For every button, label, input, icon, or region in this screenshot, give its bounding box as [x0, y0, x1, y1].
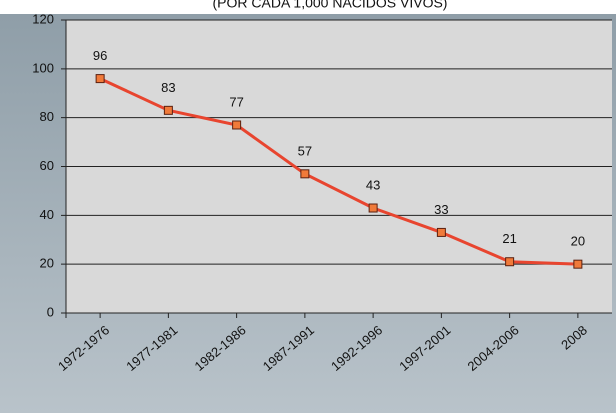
data-label: 77 [229, 94, 243, 109]
y-tick-label: 60 [40, 158, 54, 173]
marker [232, 120, 242, 130]
data-label: 21 [502, 231, 516, 246]
y-tick-label: 0 [47, 304, 54, 319]
data-label: 57 [298, 143, 312, 158]
y-tick-label: 20 [40, 256, 54, 271]
y-tick-label: 80 [40, 109, 54, 124]
marker [95, 74, 105, 84]
line [99, 77, 578, 266]
data-label: 33 [434, 202, 448, 217]
data-label: 20 [571, 234, 585, 249]
data-label: 43 [366, 177, 380, 192]
marker [368, 203, 378, 213]
marker [436, 227, 446, 237]
data-label: 83 [161, 80, 175, 95]
marker [505, 257, 515, 267]
marker [300, 169, 310, 179]
marker [163, 105, 173, 115]
y-tick-label: 120 [32, 11, 54, 26]
data-label: 96 [93, 48, 107, 63]
y-tick-label: 40 [40, 207, 54, 222]
marker [573, 259, 583, 269]
chart-title: (POR CADA 1,000 NACIDOS VIVOS) [213, 0, 448, 11]
y-tick-label: 100 [32, 60, 54, 75]
